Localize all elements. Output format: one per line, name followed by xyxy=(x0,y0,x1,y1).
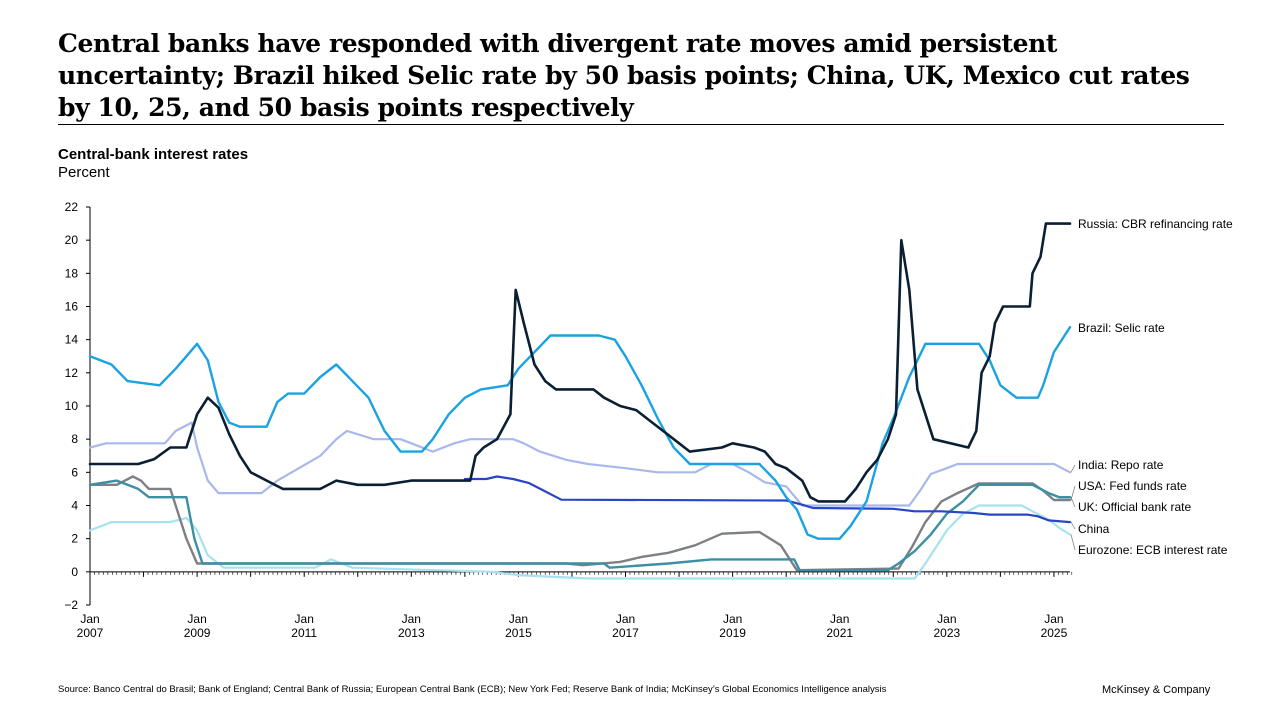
x-tick-label: Jan xyxy=(723,612,742,626)
x-tick-label: Jan xyxy=(509,612,528,626)
x-tick-label: 2013 xyxy=(398,626,425,640)
series-label: UK: Official bank rate xyxy=(1078,500,1191,514)
series-line-eurozone xyxy=(88,504,1072,580)
x-tick-label: Jan xyxy=(1044,612,1063,626)
x-tick-label: 2015 xyxy=(505,626,532,640)
y-tick-label: 6 xyxy=(71,465,78,479)
label-leader-line xyxy=(1070,485,1076,501)
x-tick-label: Jan xyxy=(937,612,956,626)
series-label: Russia: CBR refinancing rate xyxy=(1078,217,1233,231)
series-line-uk xyxy=(88,479,1072,572)
x-tick-label: Jan xyxy=(80,612,99,626)
series-label: India: Repo rate xyxy=(1078,458,1164,472)
x-tick-label: 2021 xyxy=(826,626,853,640)
x-tick-label: 2025 xyxy=(1041,626,1068,640)
chart-subtitle: Central-bank interest rates xyxy=(58,146,249,163)
label-leader-line xyxy=(1070,464,1076,473)
x-tick-label: 2019 xyxy=(719,626,746,640)
source-note: Source: Banco Central do Brasil; Bank of… xyxy=(58,684,887,695)
series-line-brazil xyxy=(88,326,1072,540)
x-tick-label: Jan xyxy=(187,612,206,626)
y-tick-label: 14 xyxy=(65,333,79,347)
x-tick-label: Jan xyxy=(616,612,635,626)
y-tick-label: 12 xyxy=(65,366,79,380)
label-leader-line xyxy=(1070,521,1076,530)
y-tick-label: 10 xyxy=(65,399,79,413)
y-tick-label: 22 xyxy=(65,200,79,214)
series-label: Eurozone: ECB interest rate xyxy=(1078,543,1228,557)
title-divider xyxy=(58,124,1224,125)
y-tick-label: 2 xyxy=(71,532,78,546)
brand-logo-text: McKinsey & Company xyxy=(1102,684,1211,696)
series-label: Brazil: Selic rate xyxy=(1078,321,1165,335)
x-tick-label: 2011 xyxy=(291,626,317,640)
series-line-russia xyxy=(88,222,1072,503)
y-tick-label: 18 xyxy=(65,266,79,280)
x-tick-label: Jan xyxy=(402,612,421,626)
y-tick-label: −2 xyxy=(64,598,78,612)
series-label: China xyxy=(1078,522,1110,536)
x-tick-label: 2017 xyxy=(612,626,639,640)
x-tick-label: 2007 xyxy=(77,626,104,640)
x-tick-label: 2009 xyxy=(184,626,211,640)
series-line-usa xyxy=(88,475,1072,572)
label-leader-line xyxy=(1070,534,1076,551)
x-tick-label: 2023 xyxy=(933,626,960,640)
y-tick-label: 8 xyxy=(71,432,78,446)
y-tick-label: 0 xyxy=(71,565,78,579)
label-leader-line xyxy=(1070,497,1076,508)
chart-unit-label: Percent xyxy=(58,164,110,181)
y-tick-label: 16 xyxy=(65,300,79,314)
series-label: USA: Fed funds rate xyxy=(1078,479,1187,493)
y-tick-label: 20 xyxy=(65,233,79,247)
y-tick-label: 4 xyxy=(71,499,78,513)
x-tick-label: Jan xyxy=(295,612,314,626)
series-line-china xyxy=(463,475,1072,524)
series-line-india xyxy=(88,421,1072,507)
x-tick-label: Jan xyxy=(830,612,849,626)
chart-title-headline: Central banks have responded with diverg… xyxy=(58,29,1190,122)
